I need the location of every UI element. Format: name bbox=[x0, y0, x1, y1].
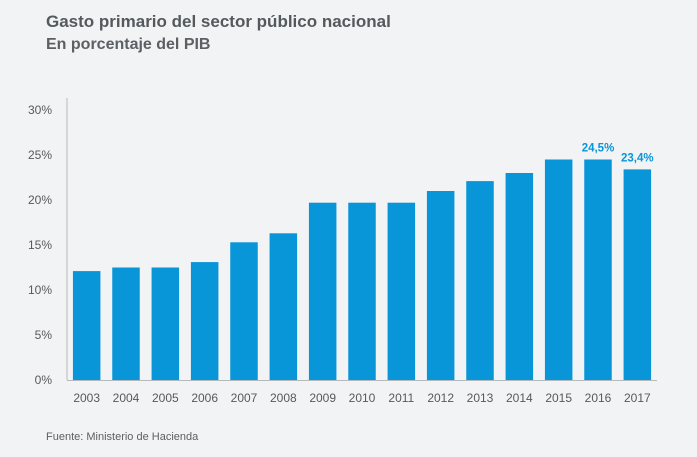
bar-2015 bbox=[544, 159, 573, 380]
bar-2009 bbox=[308, 202, 337, 380]
bar-2005 bbox=[151, 267, 180, 380]
y-tick-label: 0% bbox=[35, 373, 53, 387]
bar-2010 bbox=[348, 202, 376, 380]
bar-2007 bbox=[230, 242, 258, 380]
x-tick-label: 2008 bbox=[270, 391, 297, 405]
x-tick-label: 2005 bbox=[152, 391, 179, 405]
x-tick-label: 2012 bbox=[427, 391, 454, 405]
x-tick-label: 2010 bbox=[349, 391, 376, 405]
x-tick-label: 2016 bbox=[585, 391, 612, 405]
y-tick-label: 25% bbox=[28, 148, 52, 162]
y-tick-label: 5% bbox=[35, 328, 53, 342]
x-tick-label: 2009 bbox=[309, 391, 336, 405]
chart-subtitle: En porcentaje del PIB bbox=[46, 36, 211, 53]
y-tick-label: 20% bbox=[28, 193, 52, 207]
x-tick-label: 2007 bbox=[231, 391, 258, 405]
data-label: 23,4% bbox=[621, 152, 654, 164]
bar-2012 bbox=[426, 191, 455, 380]
y-tick-label: 15% bbox=[28, 238, 52, 252]
bar-2013 bbox=[466, 181, 494, 380]
bar-2008 bbox=[269, 233, 298, 380]
bar-2011 bbox=[387, 202, 416, 380]
x-tick-label: 2015 bbox=[545, 391, 572, 405]
x-tick-label: 2006 bbox=[191, 391, 218, 405]
bar-2014 bbox=[505, 173, 534, 380]
x-tick-label: 2011 bbox=[388, 391, 414, 405]
x-tick-label: 2017 bbox=[624, 391, 651, 405]
x-tick-label: 2004 bbox=[113, 391, 140, 405]
y-tick-label: 10% bbox=[28, 283, 52, 297]
bar-2003 bbox=[72, 271, 101, 380]
x-tick-label: 2013 bbox=[467, 391, 494, 405]
x-tick-label: 2014 bbox=[506, 391, 533, 405]
bar-2004 bbox=[112, 267, 140, 380]
bar-2016 bbox=[584, 159, 612, 380]
bar-2017 bbox=[623, 169, 652, 380]
bar-2006 bbox=[190, 262, 219, 380]
chart-title: Gasto primario del sector público nacion… bbox=[46, 12, 391, 31]
data-label: 24,5% bbox=[582, 143, 615, 155]
x-tick-label: 2003 bbox=[73, 391, 100, 405]
source-note: Fuente: Ministerio de Hacienda bbox=[46, 431, 199, 443]
y-tick-label: 30% bbox=[28, 103, 52, 117]
